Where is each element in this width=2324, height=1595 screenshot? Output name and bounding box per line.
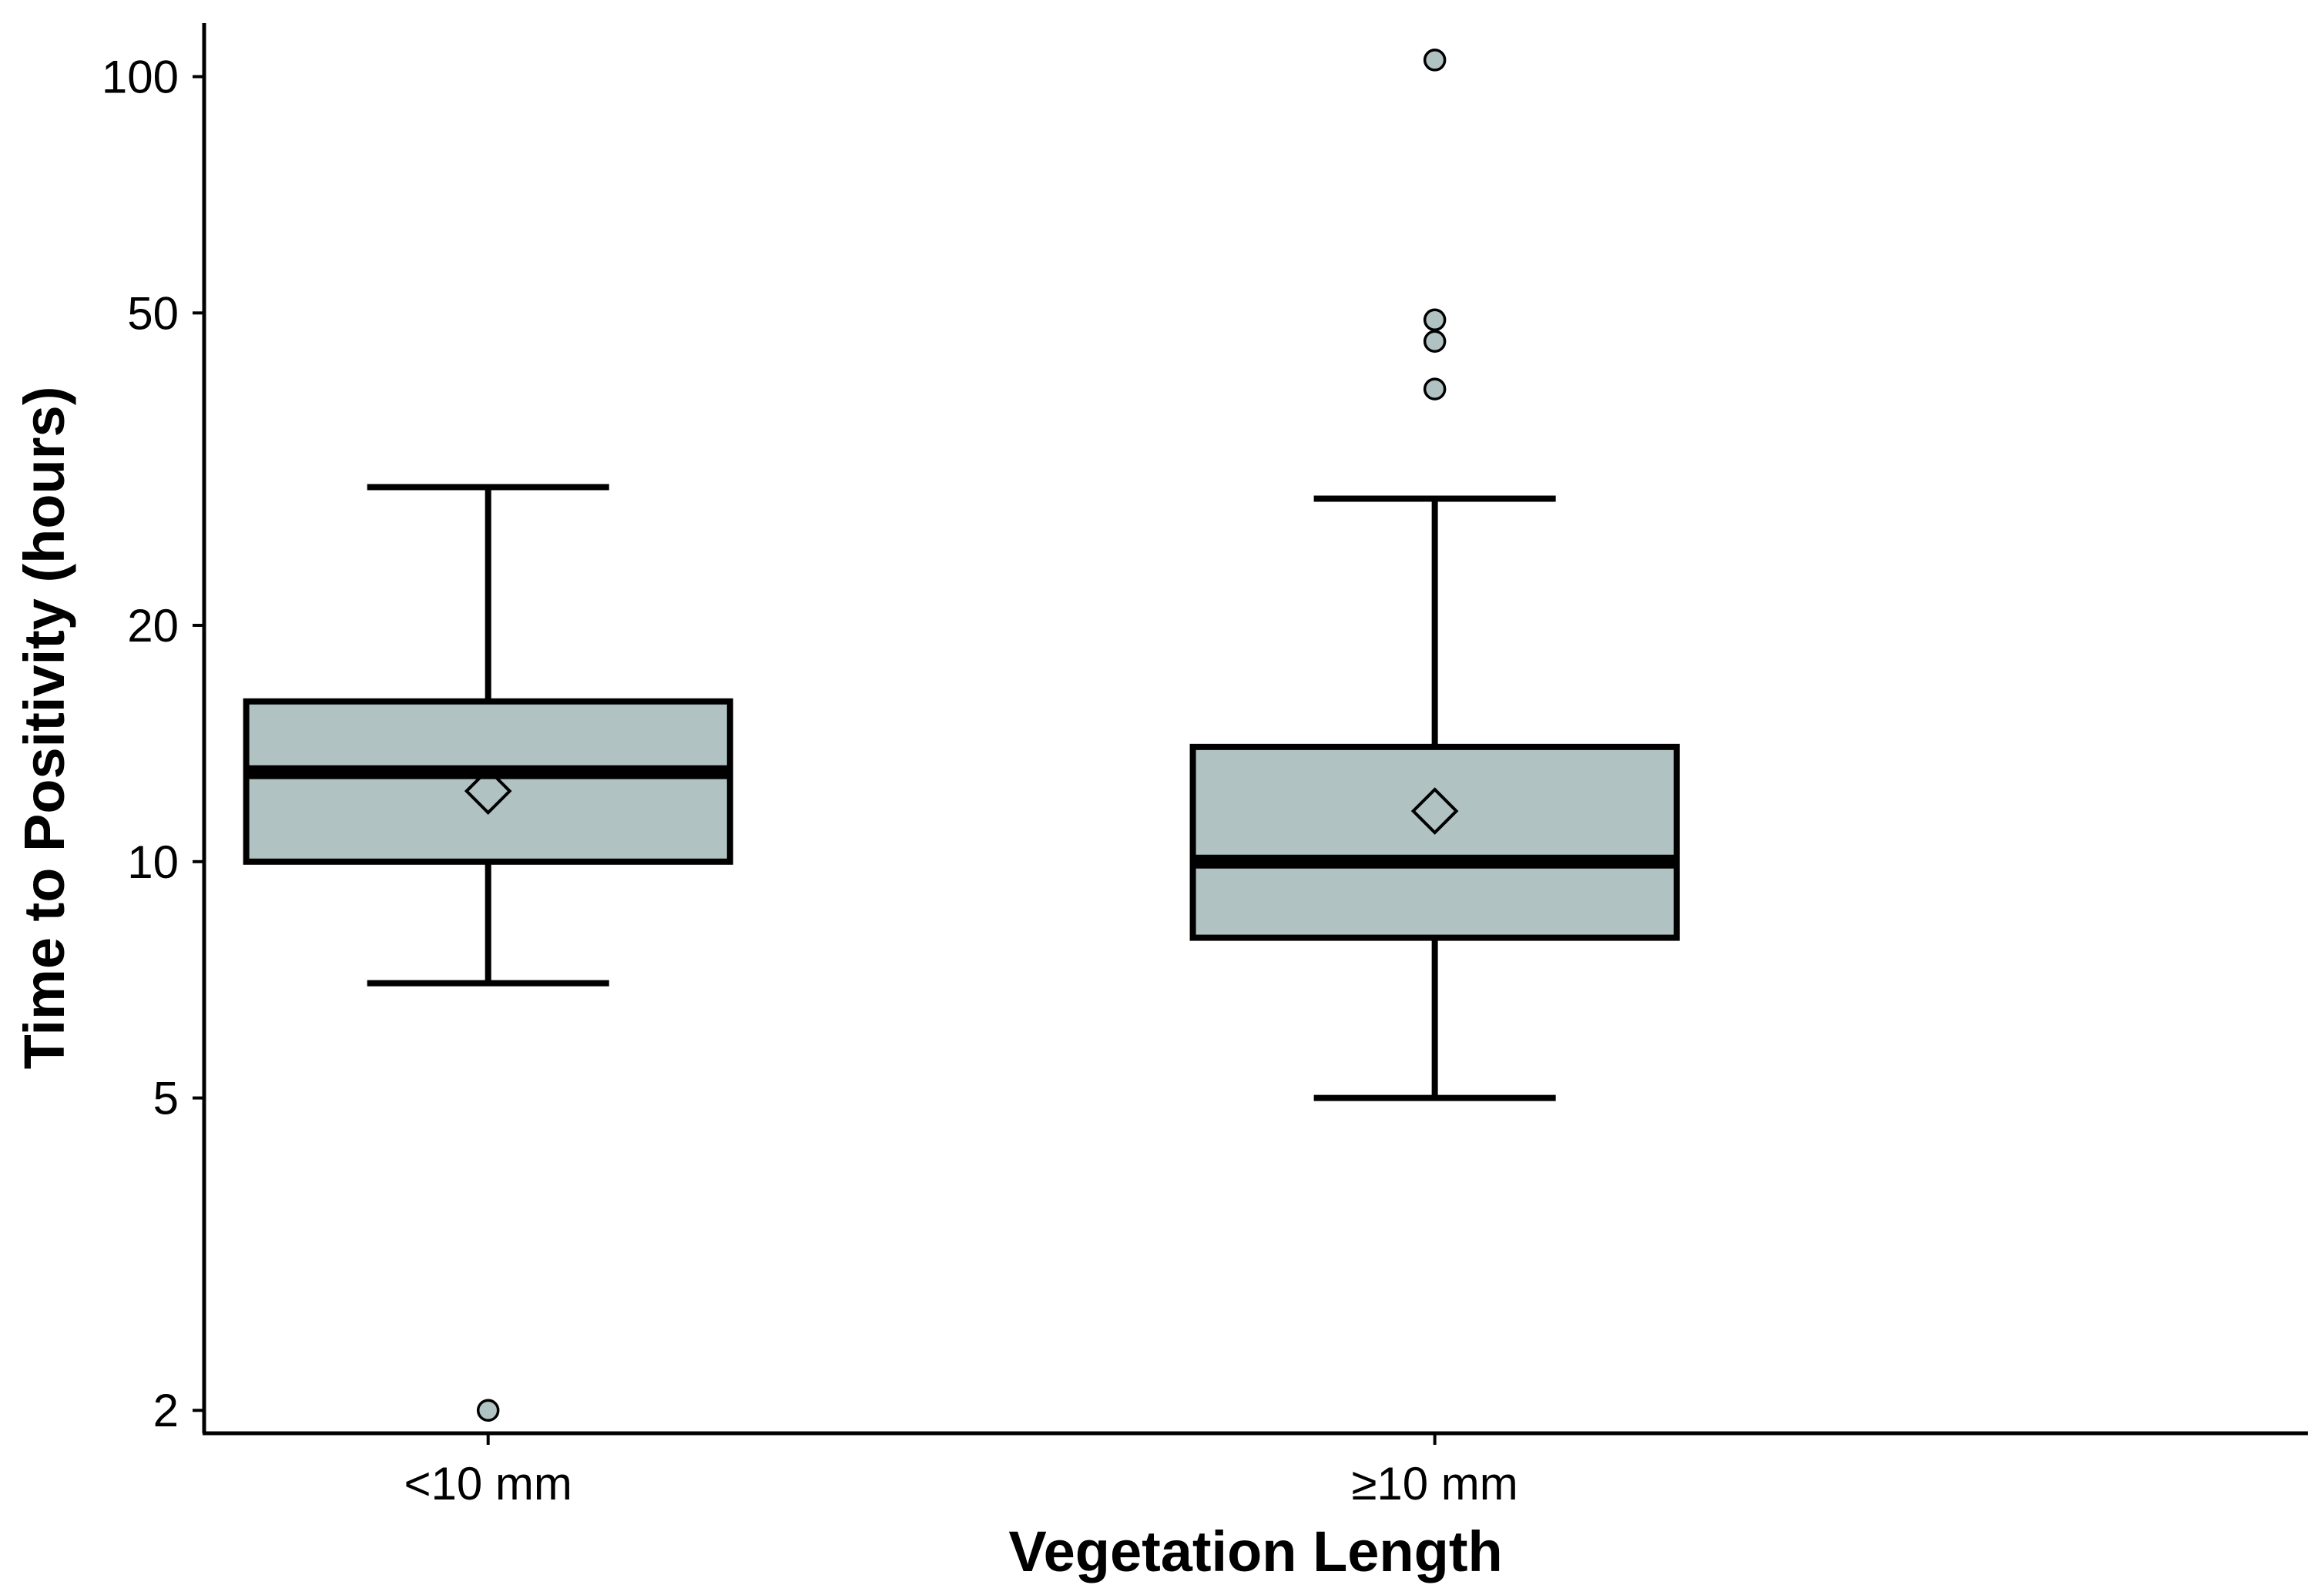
y-axis-title: Time to Positivity (hours) xyxy=(12,387,76,1070)
mean-marker xyxy=(1410,787,1459,835)
mean-marker xyxy=(464,767,512,815)
outlier-point xyxy=(1423,377,1447,400)
outlier-point xyxy=(1423,308,1447,332)
outlier-point xyxy=(1423,330,1447,353)
x-tick-label: <10 mm xyxy=(404,1458,572,1510)
box-group xyxy=(243,484,733,1422)
box xyxy=(243,698,733,865)
box xyxy=(1189,743,1680,941)
y-tick-label: 20 xyxy=(127,600,179,652)
outlier-point xyxy=(1423,49,1447,72)
x-axis-ticks: <10 mm ≥10 mm xyxy=(404,1433,1518,1510)
y-tick-label: 5 xyxy=(153,1073,179,1124)
y-tick-label: 50 xyxy=(127,287,179,339)
outlier-point xyxy=(476,1399,500,1422)
y-tick-label: 100 xyxy=(102,52,179,103)
x-axis-title: Vegetation Length xyxy=(1008,1520,1502,1583)
y-axis-ticks: 2 5 10 20 50 100 xyxy=(102,52,204,1436)
box-group xyxy=(1189,49,1680,1101)
y-tick-label: 2 xyxy=(153,1385,179,1436)
x-tick-label: ≥10 mm xyxy=(1351,1458,1517,1510)
y-tick-label: 10 xyxy=(127,836,179,888)
plot-marks xyxy=(243,49,1680,1422)
